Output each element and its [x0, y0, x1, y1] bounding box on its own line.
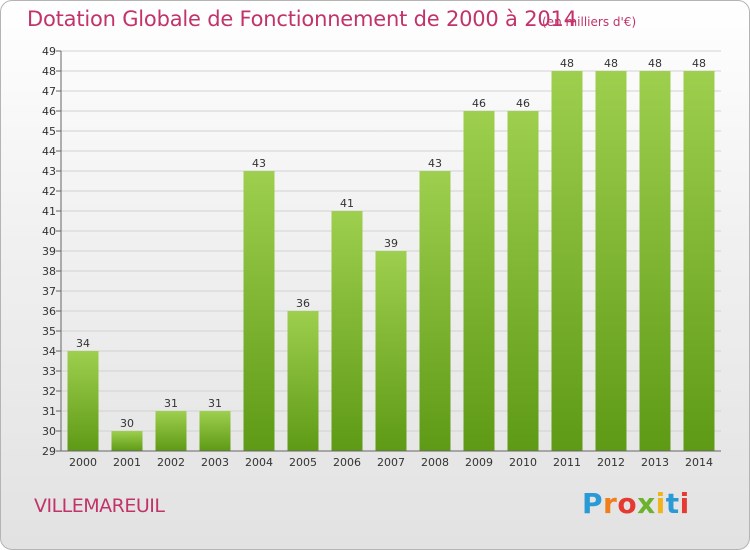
- y-tick-label: 29: [42, 445, 56, 458]
- x-tick-label: 2007: [377, 456, 405, 469]
- y-tick-label: 42: [42, 185, 56, 198]
- x-tick-label: 2009: [465, 456, 493, 469]
- bar: [551, 71, 583, 451]
- bar: [67, 351, 99, 451]
- bar: [155, 411, 187, 451]
- x-tick-label: 2006: [333, 456, 361, 469]
- bar: [199, 411, 231, 451]
- y-tick-label: 38: [42, 265, 56, 278]
- x-axis-ticks: 2000 2001 2002 2003 2004 2005 2006 2007 2008 2009…: [69, 456, 713, 469]
- proxiti-logo: Proxiti: [582, 487, 690, 520]
- x-tick-label: 2001: [113, 456, 141, 469]
- logo-letter: i: [655, 487, 666, 520]
- bar: [243, 171, 275, 451]
- bar: [375, 251, 407, 451]
- data-label: 31: [164, 397, 178, 410]
- data-label: 39: [384, 237, 398, 250]
- bar: [111, 431, 143, 451]
- y-tick-label: 49: [42, 45, 56, 58]
- x-tick-label: 2014: [685, 456, 713, 469]
- y-tick-label: 45: [42, 125, 56, 138]
- y-tick-label: 34: [42, 345, 56, 358]
- data-label: 41: [340, 197, 354, 210]
- bar: [507, 111, 539, 451]
- logo-letter: t: [665, 487, 680, 520]
- y-tick-label: 47: [42, 85, 56, 98]
- y-tick-label: 33: [42, 365, 56, 378]
- y-tick-label: 46: [42, 105, 56, 118]
- data-label: 48: [560, 57, 574, 70]
- bars: [67, 71, 715, 451]
- y-tick-label: 43: [42, 165, 56, 178]
- data-label: 43: [252, 157, 266, 170]
- data-label: 48: [648, 57, 662, 70]
- logo-letter: r: [603, 487, 618, 520]
- data-label: 36: [296, 297, 310, 310]
- y-tick-label: 36: [42, 305, 56, 318]
- y-tick-label: 44: [42, 145, 56, 158]
- x-tick-label: 2004: [245, 456, 273, 469]
- chart-subtitle: (en milliers d'€): [542, 15, 637, 29]
- y-tick-label: 40: [42, 225, 56, 238]
- bar: [683, 71, 715, 451]
- x-tick-label: 2003: [201, 456, 229, 469]
- y-tick-label: 39: [42, 245, 56, 258]
- y-tick-label: 37: [42, 285, 56, 298]
- bar: [287, 311, 319, 451]
- data-label: 48: [692, 57, 706, 70]
- data-label: 30: [120, 417, 134, 430]
- y-tick-label: 35: [42, 325, 56, 338]
- data-label: 34: [76, 337, 90, 350]
- bar: [595, 71, 627, 451]
- chart-title: Dotation Globale de Fonctionnement de 20…: [27, 7, 577, 31]
- data-labels: 34 30 31 31 43 36 41 39 43 46 46 48 48 48 48: [76, 57, 706, 430]
- x-tick-label: 2002: [157, 456, 185, 469]
- bar: [419, 171, 451, 451]
- x-tick-label: 2012: [597, 456, 625, 469]
- bar: [331, 211, 363, 451]
- commune-name: VILLEMAREUIL: [34, 495, 165, 517]
- bar: [463, 111, 495, 451]
- y-tick-label: 31: [42, 405, 56, 418]
- bar: [639, 71, 671, 451]
- axes: [60, 51, 721, 452]
- x-tick-label: 2008: [421, 456, 449, 469]
- x-tick-label: 2005: [289, 456, 317, 469]
- logo-letter: P: [582, 487, 604, 520]
- y-tick-label: 30: [42, 425, 56, 438]
- data-label: 31: [208, 397, 222, 410]
- logo-letter: o: [617, 487, 638, 520]
- y-axis-ticks: 29 30 31 32 33 34 35 36 37 38 39 40 41 42 43 44 45 46 47 48…: [42, 45, 61, 458]
- y-tick-label: 32: [42, 385, 56, 398]
- data-label: 46: [472, 97, 486, 110]
- x-tick-label: 2000: [69, 456, 97, 469]
- data-label: 46: [516, 97, 530, 110]
- logo-letter: i: [679, 487, 690, 520]
- data-label: 43: [428, 157, 442, 170]
- y-tick-label: 48: [42, 65, 56, 78]
- x-tick-label: 2010: [509, 456, 537, 469]
- data-label: 48: [604, 57, 618, 70]
- x-tick-label: 2011: [553, 456, 581, 469]
- logo-letter: x: [637, 487, 656, 520]
- x-tick-label: 2013: [641, 456, 669, 469]
- y-tick-label: 41: [42, 205, 56, 218]
